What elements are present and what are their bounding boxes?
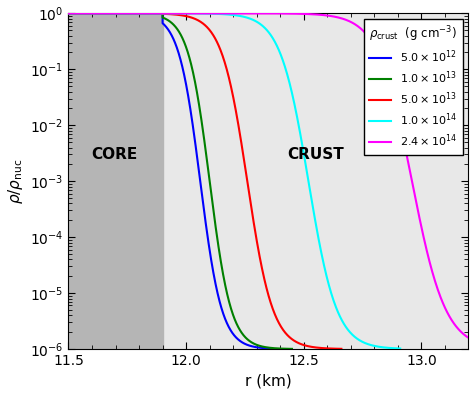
$1.0 \times 10^{13}$ (181, 38, 186, 43)
Line: $1.0 \times 10^{13}$: $1.0 \times 10^{13}$ (68, 13, 292, 349)
$1.0 \times 10^{14}$ (188, 11, 193, 16)
Line: $5.0 \times 10^{13}$: $5.0 \times 10^{13}$ (68, 13, 341, 349)
$2.4 \times 10^{14}$ (406, 162, 411, 166)
$5.0 \times 10^{12}$ (182, 75, 188, 80)
Legend: $5.0 \times 10^{12}$, $1.0 \times 10^{13}$, $5.0 \times 10^{13}$, $1.0 \times 10: $5.0 \times 10^{12}$, $1.0 \times 10^{13… (364, 19, 463, 155)
$1.0 \times 10^{14}$ (397, 346, 403, 351)
$1.0 \times 10^{13}$ (274, 346, 280, 351)
Line: $5.0 \times 10^{12}$: $5.0 \times 10^{12}$ (68, 13, 272, 349)
$5.0 \times 10^{13}$ (292, 339, 298, 344)
$1.0 \times 10^{13}$ (289, 346, 295, 351)
$5.0 \times 10^{12}$ (65, 11, 71, 16)
X-axis label: r (km): r (km) (245, 374, 292, 388)
$1.0 \times 10^{14}$ (208, 11, 213, 16)
$2.4 \times 10^{14}$ (358, 27, 364, 32)
Line: $1.0 \times 10^{14}$: $1.0 \times 10^{14}$ (68, 13, 400, 349)
$2.4 \times 10^{14}$ (199, 11, 205, 16)
$5.0 \times 10^{13}$ (196, 18, 201, 23)
$5.0 \times 10^{13}$ (181, 13, 187, 18)
$2.4 \times 10^{14}$ (65, 11, 71, 16)
$5.0 \times 10^{12}$ (225, 323, 231, 328)
$5.0 \times 10^{12}$ (256, 345, 262, 350)
$5.0 \times 10^{12}$ (269, 346, 275, 351)
$5.0 \times 10^{13}$ (267, 297, 273, 302)
Y-axis label: $\rho/\rho_{\mathrm{nuc}}$: $\rho/\rho_{\mathrm{nuc}}$ (6, 158, 25, 204)
$5.0 \times 10^{12}$ (177, 56, 183, 61)
Text: CORE: CORE (91, 147, 137, 162)
$1.0 \times 10^{13}$ (255, 343, 261, 348)
$2.4 \times 10^{14}$ (453, 324, 459, 329)
$1.0 \times 10^{14}$ (65, 11, 71, 16)
$1.0 \times 10^{14}$ (198, 11, 204, 16)
$1.0 \times 10^{14}$ (370, 343, 376, 348)
$5.0 \times 10^{13}$ (338, 346, 344, 351)
$5.0 \times 10^{13}$ (65, 11, 71, 16)
$1.0 \times 10^{14}$ (302, 158, 308, 163)
Text: CRUST: CRUST (287, 147, 344, 162)
Line: $2.4 \times 10^{14}$: $2.4 \times 10^{14}$ (68, 13, 474, 347)
$1.0 \times 10^{13}$ (175, 28, 181, 32)
$1.0 \times 10^{13}$ (65, 11, 71, 16)
$5.0 \times 10^{12}$ (241, 341, 246, 346)
Bar (68, 13, 163, 349)
$1.0 \times 10^{13}$ (186, 53, 191, 58)
$5.0 \times 10^{13}$ (318, 346, 324, 350)
$1.0 \times 10^{14}$ (336, 312, 342, 316)
$1.0 \times 10^{13}$ (237, 328, 243, 333)
$2.4 \times 10^{14}$ (213, 11, 219, 16)
$2.4 \times 10^{14}$ (227, 11, 232, 16)
$5.0 \times 10^{12}$ (173, 42, 178, 46)
$5.0 \times 10^{13}$ (189, 15, 194, 20)
